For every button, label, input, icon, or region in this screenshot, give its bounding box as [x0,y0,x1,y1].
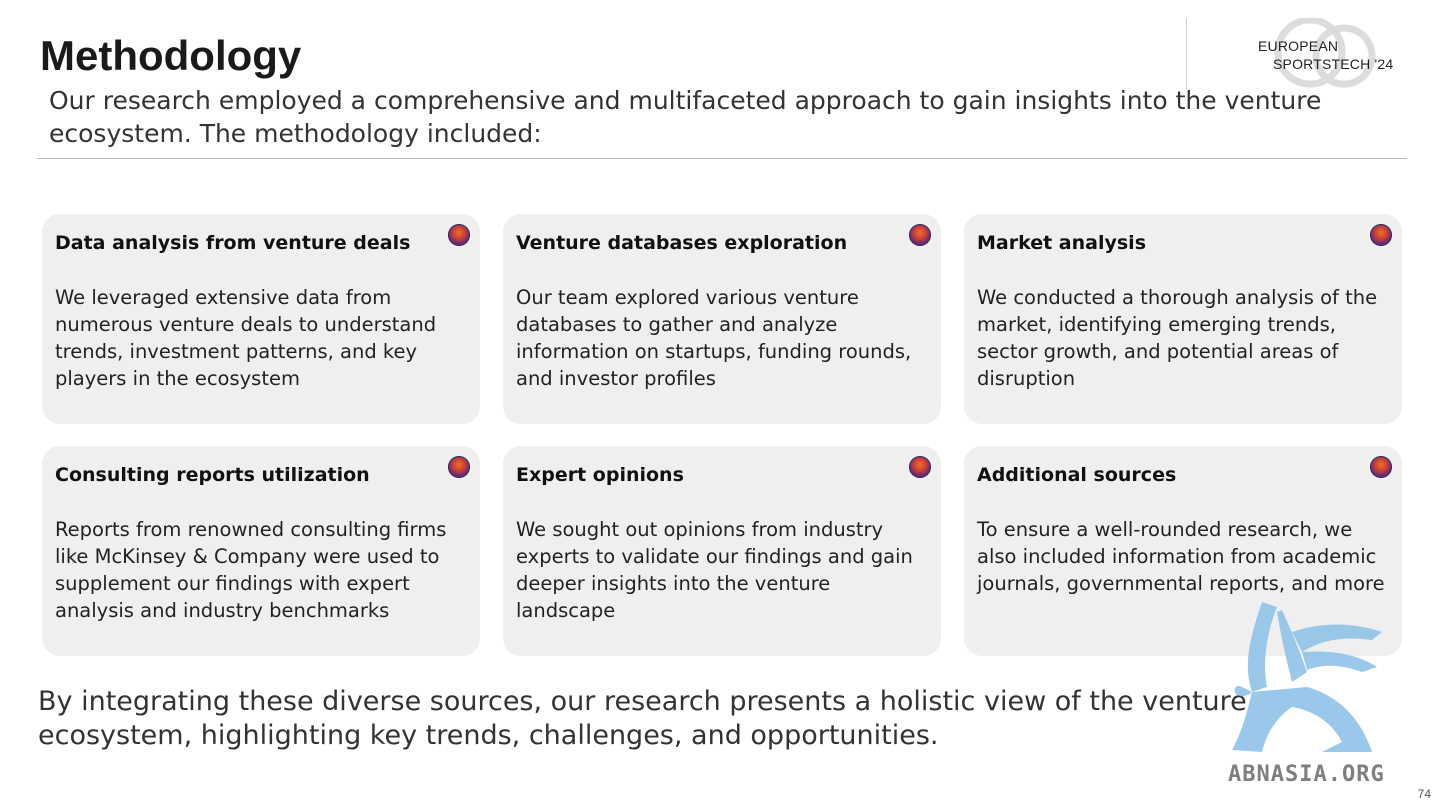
logo-separator [1186,18,1187,90]
card-market-analysis: Market analysis We conducted a thorough … [964,214,1402,424]
event-logo-rings-icon [1274,18,1376,88]
logo-text-line1: EUROPEAN [1258,38,1339,54]
card-title: Consulting reports utilization [55,464,370,486]
gradient-circle-icon [1370,456,1392,478]
gradient-circle-icon [909,224,931,246]
logo-text-line2: SPORTSTECH '24 [1273,56,1394,72]
card-title: Data analysis from venture deals [55,232,411,254]
gradient-circle-icon [448,456,470,478]
page-number: 74 [1417,787,1431,801]
card-expert-opinions: Expert opinions We sought out opinions f… [503,446,941,656]
card-body: We sought out opinions from industry exp… [516,518,913,622]
card-title: Market analysis [977,232,1147,254]
card-data-analysis: Data analysis from venture deals We leve… [42,214,480,424]
griffin-watermark-icon [1232,602,1382,752]
gradient-circle-icon [909,456,931,478]
card-venture-databases: Venture databases exploration Our team e… [503,214,941,424]
card-additional-sources: Additional sources To ensure a well-roun… [964,446,1402,656]
watermark-text: ABNASIA.ORG [1228,762,1385,787]
card-body: Our team explored various venture databa… [516,286,912,390]
card-title: Additional sources [977,464,1177,486]
header-divider [37,158,1407,159]
intro-text: Our research employed a comprehensive an… [49,86,1322,148]
card-title: Expert opinions [516,464,684,486]
card-body: We conducted a thorough analysis of the … [977,286,1378,390]
gradient-circle-icon [1370,224,1392,246]
card-consulting-reports: Consulting reports utilization Reports f… [42,446,480,656]
gradient-circle-icon [448,224,470,246]
card-title: Venture databases exploration [516,232,848,254]
card-body: To ensure a well-rounded research, we al… [977,518,1385,595]
conclusion-text: By integrating these diverse sources, ou… [38,686,1247,751]
page-title: Methodology [40,32,302,79]
card-body: We leveraged extensive data from numerou… [55,286,437,390]
card-body: Reports from renowned consulting firms l… [55,518,447,622]
